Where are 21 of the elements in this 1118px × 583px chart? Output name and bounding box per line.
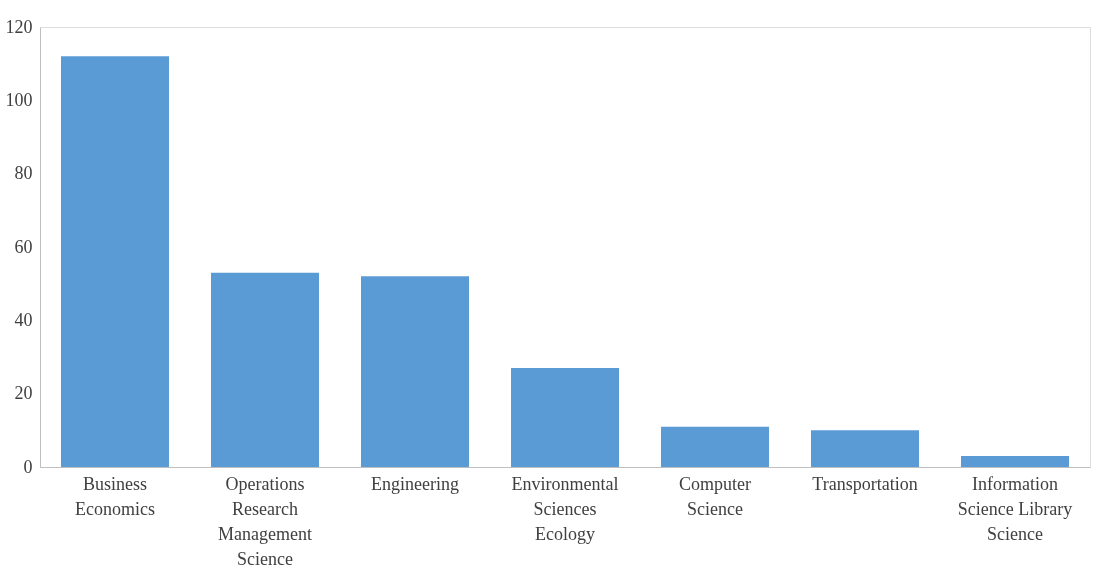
x-tick-label: Engineering <box>371 473 459 494</box>
y-tick-label: 60 <box>14 236 33 257</box>
bar <box>511 368 619 467</box>
x-tick-label: Business Economics <box>75 473 155 519</box>
y-tick-label: 100 <box>5 89 33 110</box>
bar <box>361 276 469 467</box>
x-tick-label: Information Science Library Science <box>957 473 1073 544</box>
y-tick-label: 40 <box>14 309 33 330</box>
x-tick-label: Environmental Sciences Ecology <box>511 473 619 544</box>
bar <box>811 430 919 467</box>
y-tick-label: 120 <box>5 16 33 37</box>
bar <box>961 456 1069 467</box>
y-tick-label: 0 <box>23 456 33 477</box>
bar <box>661 426 769 467</box>
y-tick-label: 20 <box>14 383 33 404</box>
x-tick-label: Transportation <box>812 473 918 494</box>
bar <box>61 56 169 467</box>
bar <box>211 272 319 467</box>
y-tick-label: 80 <box>14 163 33 184</box>
x-tick-label: Operations Research Management Science <box>218 473 312 569</box>
x-tick-label: Computer Science <box>679 473 751 519</box>
